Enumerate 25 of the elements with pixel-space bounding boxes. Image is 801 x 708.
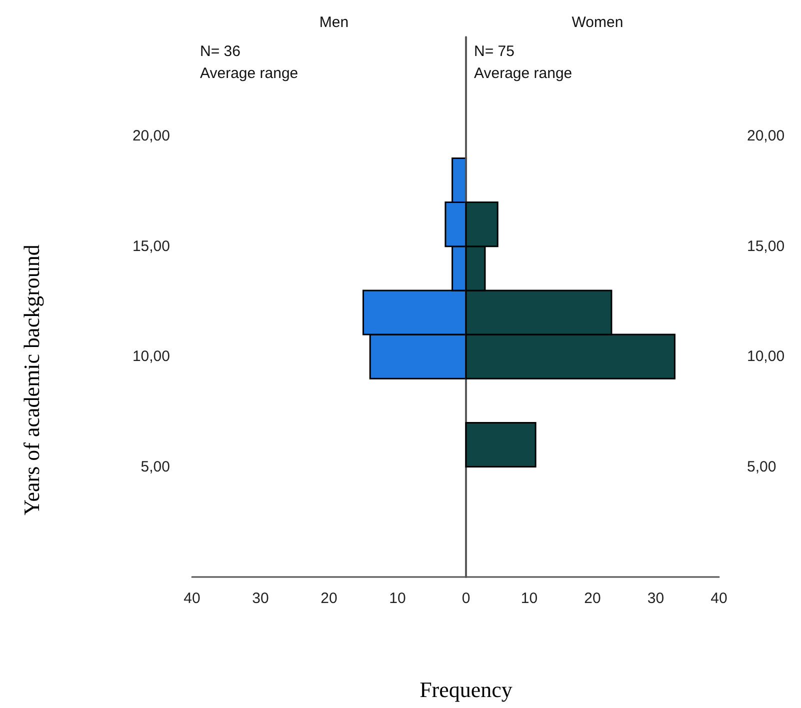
- chart-title: Women: [572, 14, 624, 31]
- annotation: Average range: [474, 65, 572, 82]
- x-tick-label: 10: [520, 590, 538, 607]
- y-axis-title: Years of academic background: [19, 244, 45, 516]
- y-tick-label: 5,00: [747, 458, 776, 476]
- annotation: Average range: [200, 65, 298, 82]
- x-tick-label: 20: [320, 590, 338, 607]
- x-tick-label: 0: [462, 590, 470, 607]
- x-tick-label: 30: [647, 590, 664, 607]
- x-tick-label: 30: [252, 590, 269, 607]
- chart-title: Men: [319, 14, 349, 31]
- y-tick-label: 10,00: [747, 348, 785, 366]
- x-tick-label: 20: [584, 590, 601, 607]
- x-tick-label: 10: [389, 590, 406, 607]
- x-axis-title: Frequency: [420, 677, 512, 703]
- annotation: N= 36: [200, 43, 240, 60]
- y-tick-label: 10,00: [132, 348, 170, 366]
- x-tick-label: 40: [710, 590, 728, 607]
- x-tick-label: 40: [184, 590, 200, 607]
- y-tick-label: 20,00: [132, 128, 170, 145]
- annotation: N= 75: [474, 43, 514, 60]
- y-tick-label: 15,00: [747, 238, 785, 255]
- y-tick-label: 5,00: [140, 458, 170, 476]
- y-tick-label: 15,00: [132, 238, 170, 255]
- y-tick-label: 20,00: [747, 128, 785, 145]
